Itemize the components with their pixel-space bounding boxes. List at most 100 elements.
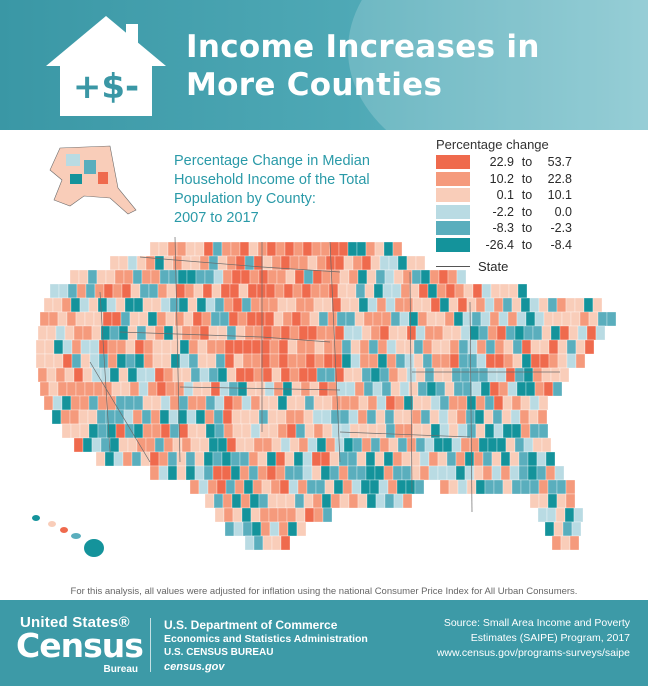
county-cell	[176, 241, 187, 257]
legend-swatch	[436, 237, 470, 252]
county-cell	[161, 339, 172, 355]
legend-swatch	[436, 204, 470, 219]
county-cell	[565, 479, 576, 495]
county-cell	[97, 297, 108, 313]
county-cell	[116, 353, 127, 369]
county-cell	[471, 381, 482, 397]
county-cell	[553, 521, 564, 537]
county-cell	[133, 297, 144, 313]
county-cell	[327, 311, 338, 327]
county-cell	[132, 269, 143, 285]
county-cell	[579, 311, 590, 327]
county-cell	[246, 311, 257, 327]
county-cell	[499, 283, 510, 299]
county-cell	[275, 451, 286, 467]
county-cell	[478, 325, 489, 341]
county-cell	[431, 353, 442, 369]
county-cell	[269, 353, 280, 369]
county-cell	[410, 451, 421, 467]
county-cell	[258, 269, 269, 285]
county-cell	[437, 451, 448, 467]
county-cell	[341, 353, 352, 369]
county-cell	[424, 437, 435, 453]
county-cell	[302, 241, 313, 257]
county-cell	[291, 311, 302, 327]
county-cell	[456, 409, 467, 425]
county-cell	[154, 437, 165, 453]
county-cell	[269, 521, 280, 537]
logo-census: Census	[16, 626, 144, 665]
county-cell	[320, 451, 331, 467]
county-cell	[109, 255, 120, 271]
county-cell	[451, 325, 462, 341]
county-cell	[336, 311, 347, 327]
county-cell	[485, 353, 496, 369]
county-cell	[159, 409, 170, 425]
county-cell	[268, 423, 279, 439]
county-cell	[97, 423, 108, 439]
county-cell	[476, 339, 487, 355]
county-cell	[183, 311, 194, 327]
county-cell	[352, 437, 363, 453]
county-cell	[399, 381, 410, 397]
county-cell	[253, 535, 264, 551]
county-cell	[383, 465, 394, 481]
county-cell	[467, 339, 478, 355]
county-cell	[168, 409, 179, 425]
county-cell	[196, 395, 207, 411]
county-cell	[367, 395, 378, 411]
county-cell	[127, 255, 138, 271]
county-cell	[480, 381, 491, 397]
county-cell	[374, 451, 385, 467]
county-cell	[478, 367, 489, 383]
legend-low: 22.9	[489, 155, 514, 170]
county-cell	[457, 395, 468, 411]
county-cell	[354, 381, 365, 397]
county-cell	[364, 283, 375, 299]
county-cell	[87, 269, 98, 285]
county-cell	[575, 353, 586, 369]
county-cell	[222, 409, 233, 425]
county-cell	[118, 255, 129, 271]
county-cell	[483, 409, 494, 425]
source-url[interactable]: www.census.gov/programs-surveys/saipe	[436, 647, 630, 659]
county-cell	[397, 325, 408, 341]
county-cell	[516, 381, 527, 397]
county-cell	[569, 535, 580, 551]
map-title-line-4: 2007 to 2017	[174, 210, 259, 226]
header-banner: +$- Income Increases in More Counties	[0, 0, 648, 130]
county-cell	[176, 465, 187, 481]
county-cell	[161, 353, 172, 369]
legend-label: 10.2 to 22.8	[476, 172, 572, 186]
county-cell	[347, 451, 358, 467]
county-cell	[503, 353, 514, 369]
county-cell	[79, 395, 90, 411]
county-cell	[167, 465, 178, 481]
legend-low: -8.3	[492, 221, 514, 236]
county-cell	[394, 423, 405, 439]
website-link[interactable]: census.gov	[164, 661, 225, 673]
county-cell	[142, 423, 153, 439]
county-cell	[532, 437, 543, 453]
county-cell	[106, 297, 117, 313]
county-cell	[311, 451, 322, 467]
county-cell	[406, 367, 417, 383]
county-cell	[369, 479, 380, 495]
county-cell	[333, 479, 344, 495]
county-cell	[37, 325, 48, 341]
county-cell	[167, 451, 178, 467]
county-cell	[250, 297, 261, 313]
county-cell	[327, 381, 338, 397]
county-cell	[512, 339, 523, 355]
county-cell	[225, 479, 236, 495]
county-cell	[418, 283, 429, 299]
county-cell	[366, 269, 377, 285]
legend-state-label: State	[478, 259, 509, 274]
county-cell	[484, 297, 495, 313]
county-cell	[142, 395, 153, 411]
county-cell	[309, 381, 320, 397]
county-cell	[136, 437, 147, 453]
county-cell	[365, 451, 376, 467]
county-cell	[339, 409, 350, 425]
county-cell	[493, 395, 504, 411]
